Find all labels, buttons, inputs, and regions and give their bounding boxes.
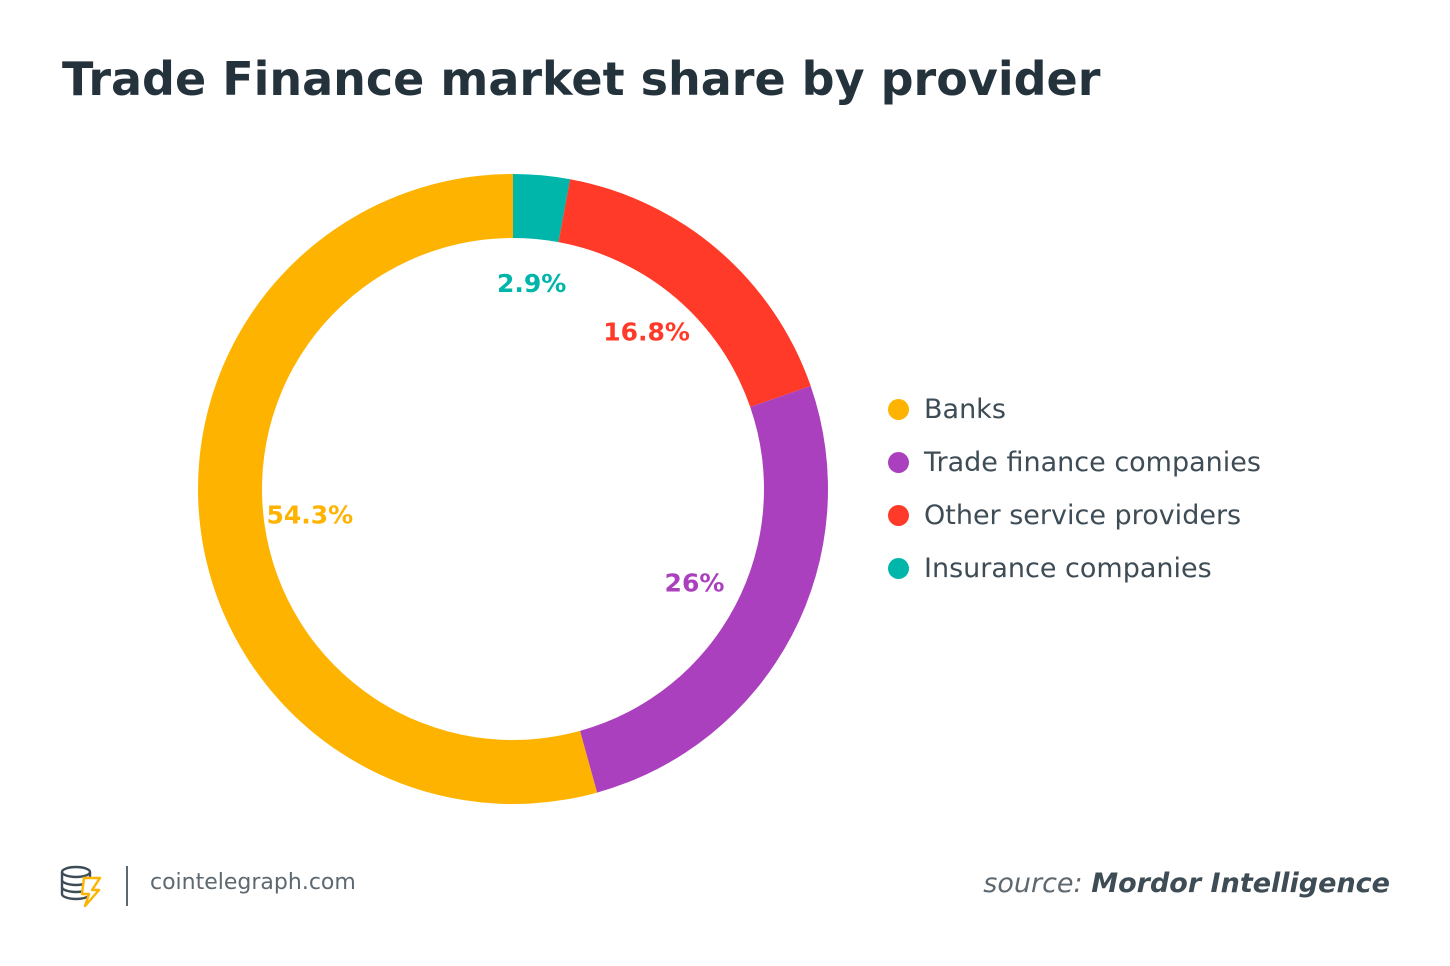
legend-label: Other service providers xyxy=(924,500,1242,531)
cointelegraph-logo-icon xyxy=(60,865,102,908)
data-label-banks: 54.3% xyxy=(267,501,354,530)
donut-slice-insurance-companies xyxy=(513,174,571,243)
legend-swatch xyxy=(888,558,909,579)
footer-site-link[interactable]: cointelegraph.com xyxy=(150,870,356,895)
data-label-trade-finance-companies: 26% xyxy=(665,568,725,597)
chart-legend: Banks Trade finance companies Other serv… xyxy=(888,392,1261,604)
donut-data-labels: 2.9% 16.8% 26% 54.3% xyxy=(267,269,725,598)
legend-label: Trade finance companies xyxy=(924,447,1261,478)
legend-item-other-service-providers: Other service providers xyxy=(888,498,1261,551)
source-name: Mordor Intelligence xyxy=(1091,868,1390,899)
donut-slices xyxy=(197,174,828,804)
legend-swatch xyxy=(888,452,909,473)
legend-item-trade-finance-companies: Trade finance companies xyxy=(888,445,1261,498)
legend-swatch xyxy=(888,399,909,420)
source-prefix: source: xyxy=(983,868,1083,899)
donut-slice-banks xyxy=(197,174,598,804)
legend-item-banks: Banks xyxy=(888,392,1261,445)
footer-divider xyxy=(126,866,128,906)
data-label-other-service-providers: 16.8% xyxy=(603,318,690,347)
legend-label: Insurance companies xyxy=(924,553,1212,584)
data-label-insurance-companies: 2.9% xyxy=(497,269,566,298)
chart-title: Trade Finance market share by provider xyxy=(62,52,1101,106)
legend-label: Banks xyxy=(924,394,1006,425)
legend-swatch xyxy=(888,505,909,526)
donut-slice-trade-finance-companies xyxy=(579,386,828,793)
footer-source: source: Mordor Intelligence xyxy=(983,868,1390,899)
legend-item-insurance-companies: Insurance companies xyxy=(888,551,1261,604)
donut-slice-other-service-providers xyxy=(558,179,811,407)
